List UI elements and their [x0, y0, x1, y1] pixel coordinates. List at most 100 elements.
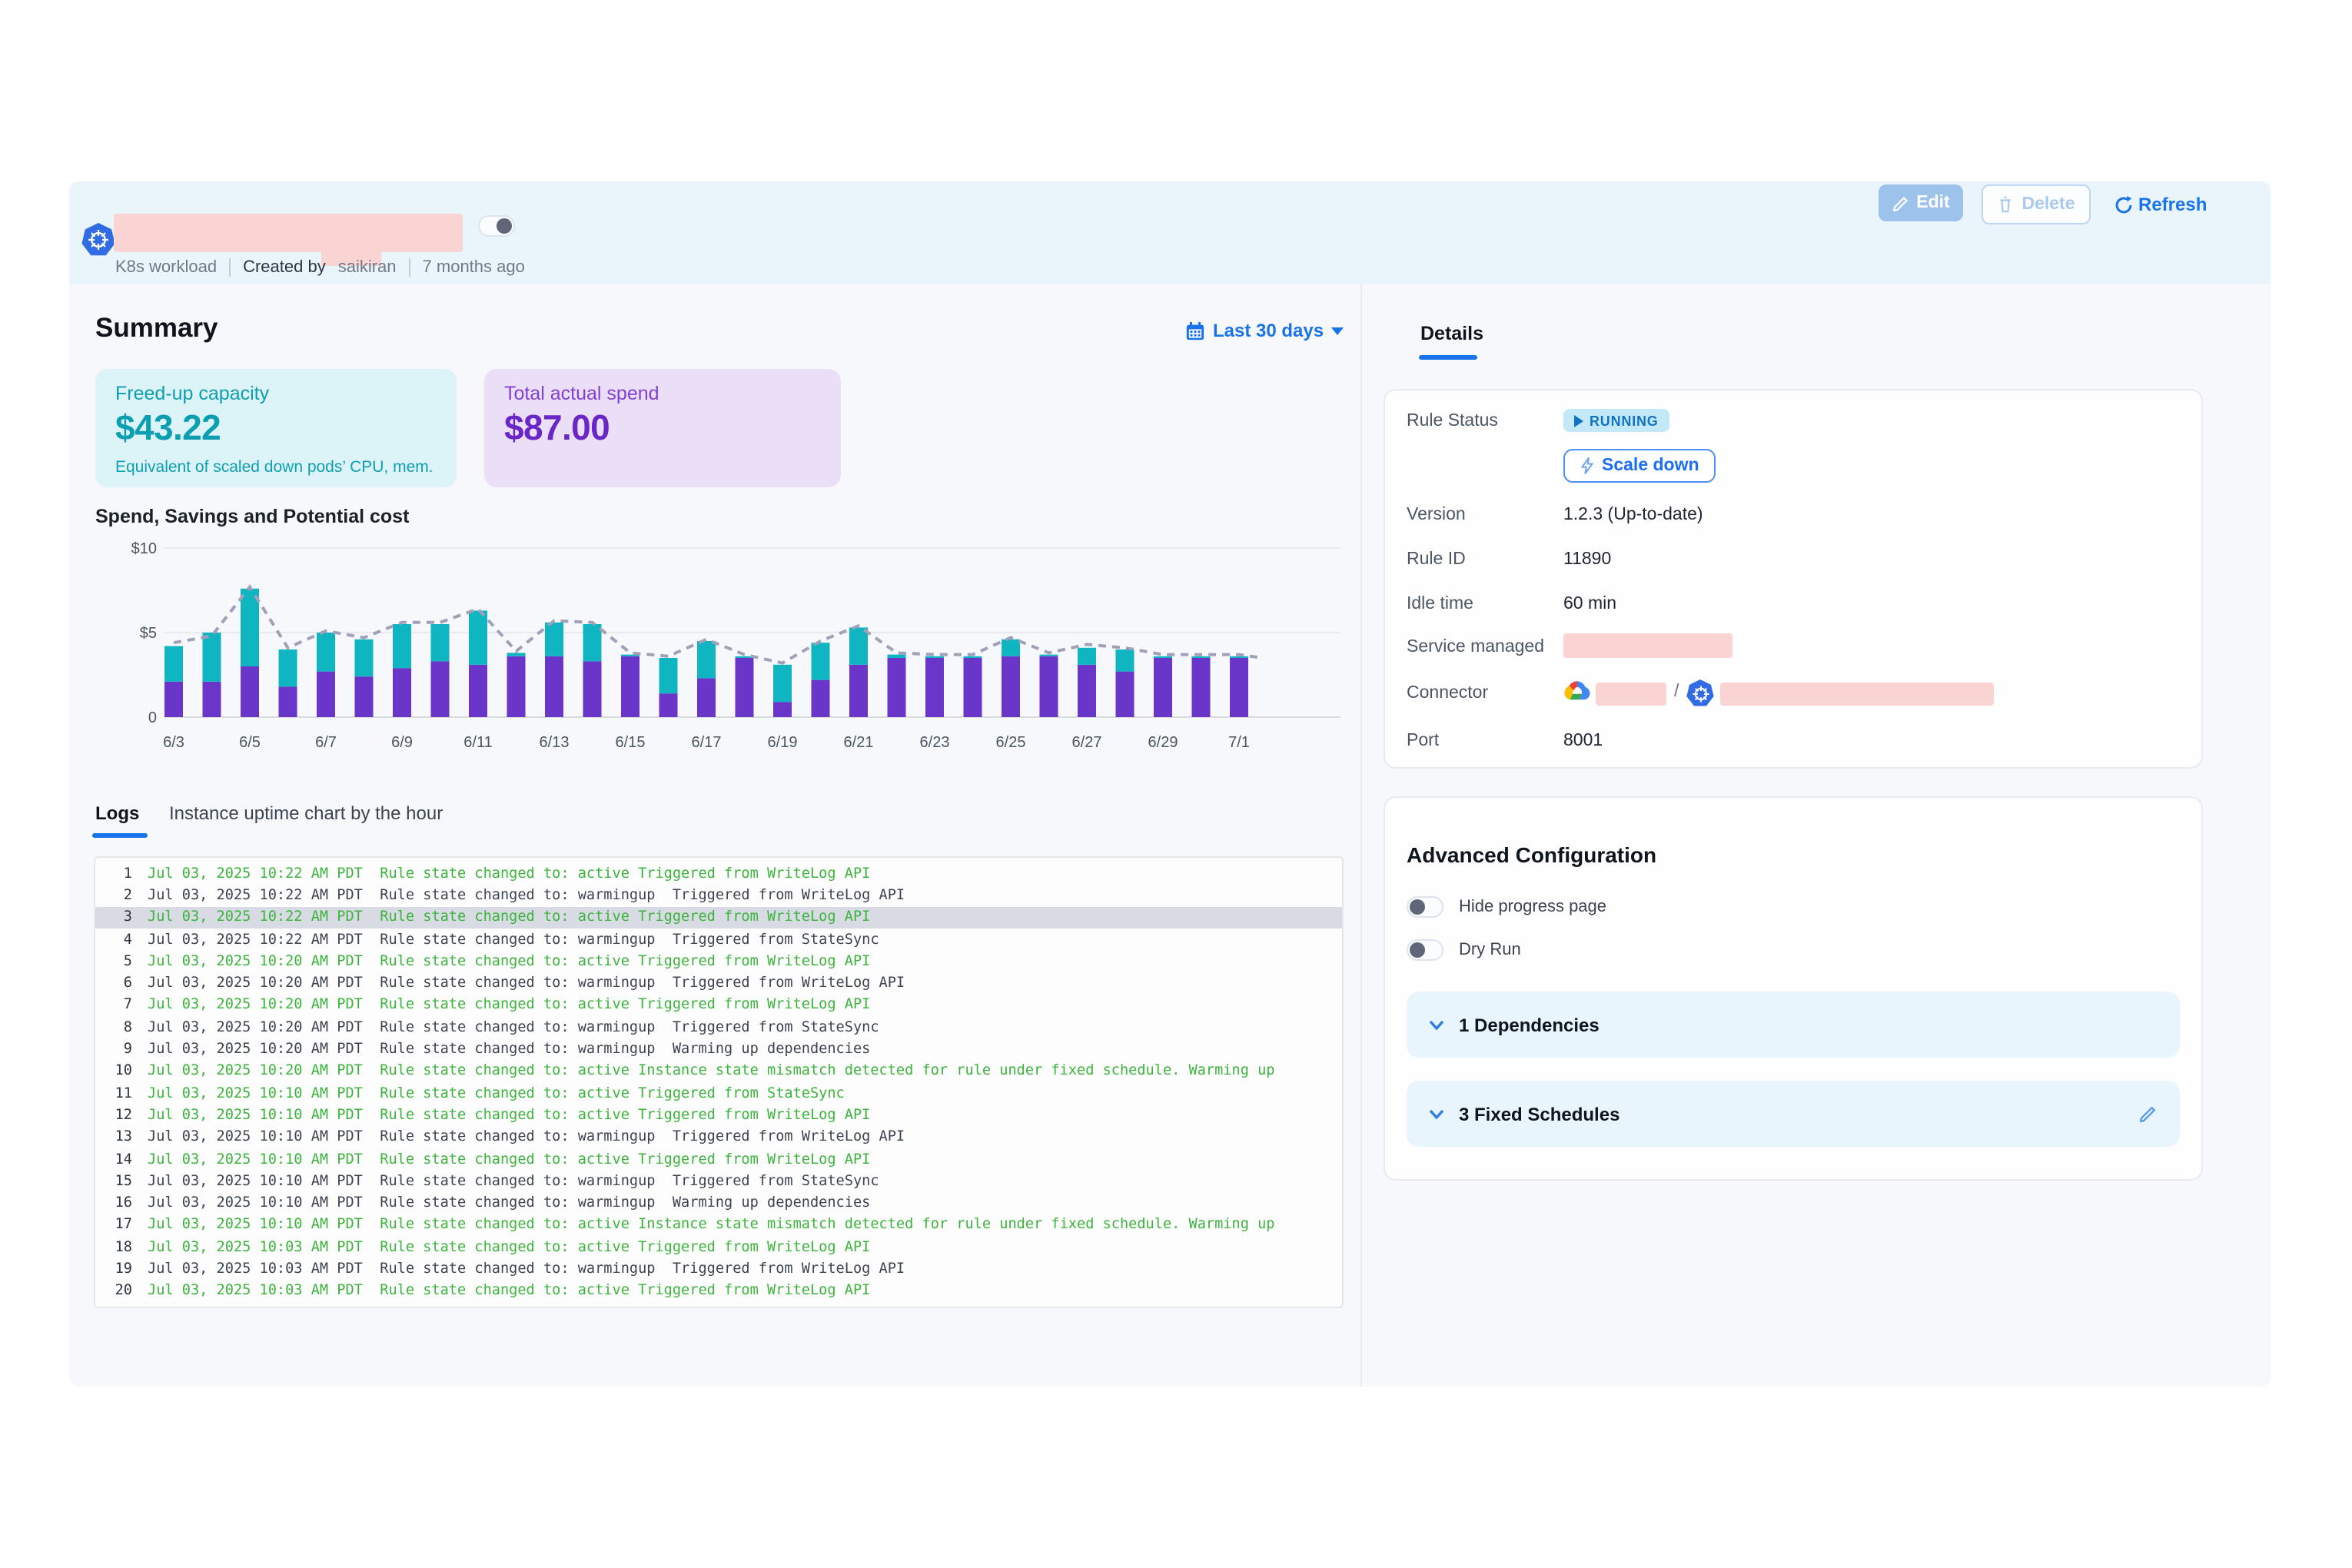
details-tab-indicator: [1419, 355, 1477, 360]
total-spend-card: Total actual spend $87.00: [484, 369, 841, 487]
log-row[interactable]: 18 Jul 03, 2025 10:03 AM PDT Rule state c…: [95, 1236, 1342, 1258]
meta-divider: [408, 258, 410, 277]
details-card: Rule Status RUNNING Scale down Version 1…: [1384, 389, 2203, 769]
log-line-number: 20: [115, 1282, 132, 1300]
log-message: Jul 03, 2025 10:10 AM PDT Rule state cha…: [148, 1194, 871, 1212]
workload-enabled-toggle[interactable]: [478, 215, 515, 237]
log-message: Jul 03, 2025 10:22 AM PDT Rule state cha…: [148, 886, 905, 904]
date-range-label: Last 30 days: [1213, 320, 1324, 341]
log-message: Jul 03, 2025 10:10 AM PDT Rule state cha…: [148, 1151, 871, 1168]
play-icon: [1574, 414, 1583, 427]
log-row[interactable]: 20 Jul 03, 2025 10:03 AM PDT Rule state c…: [95, 1280, 1342, 1302]
created-by-label: Created by: [243, 258, 326, 277]
spend-savings-chart: 0 $5 $10 6/3 6/5 6/7 6/9 6/11 6/13 6/15 6/17 6/19 6/…: [131, 540, 1340, 751]
port-label: Port: [1407, 732, 1440, 750]
log-message: Jul 03, 2025 10:03 AM PDT Rule state cha…: [148, 1282, 871, 1300]
log-message: Jul 03, 2025 10:22 AM PDT Rule state cha…: [148, 865, 871, 882]
workload-detail-page: K8s workload Created by saikiran 7 month…: [69, 181, 2271, 1387]
svg-text:6/13: 6/13: [540, 734, 570, 751]
log-message: Jul 03, 2025 10:10 AM PDT Rule state cha…: [148, 1085, 845, 1102]
log-message: Jul 03, 2025 10:10 AM PDT Rule state cha…: [148, 1106, 871, 1124]
chart-title: Spend, Savings and Potential cost: [95, 506, 410, 527]
lightning-icon: [1580, 457, 1594, 474]
refresh-button[interactable]: Refresh: [2114, 191, 2207, 218]
svg-text:6/9: 6/9: [391, 734, 413, 751]
tab-logs[interactable]: Logs: [95, 802, 140, 824]
log-line-number: 12: [115, 1106, 132, 1124]
log-message: Jul 03, 2025 10:20 AM PDT Rule state cha…: [148, 1062, 1275, 1080]
fixed-schedules-panel[interactable]: 3 Fixed Schedules: [1407, 1081, 2180, 1147]
logs-panel[interactable]: 1 Jul 03, 2025 10:22 AM PDT Rule state ch…: [94, 856, 1344, 1308]
log-line-number: 19: [115, 1261, 132, 1278]
connector-label: Connector: [1407, 684, 1489, 703]
tab-instance-uptime[interactable]: Instance uptime chart by the hour: [169, 802, 443, 824]
log-row[interactable]: 19 Jul 03, 2025 10:03 AM PDT Rule state c…: [95, 1258, 1342, 1281]
log-row[interactable]: 7 Jul 03, 2025 10:20 AM PDT Rule state ch…: [95, 995, 1342, 1017]
log-message: Jul 03, 2025 10:10 AM PDT Rule state cha…: [148, 1172, 879, 1190]
svg-text:7/1: 7/1: [1228, 734, 1250, 751]
log-row[interactable]: 13 Jul 03, 2025 10:10 AM PDT Rule state c…: [95, 1126, 1342, 1148]
log-row[interactable]: 5 Jul 03, 2025 10:20 AM PDT Rule state ch…: [95, 950, 1342, 972]
rule-id-label: Rule ID: [1407, 550, 1466, 569]
log-line-number: 2: [123, 886, 132, 904]
svg-text:0: 0: [148, 709, 157, 726]
connector-project-redacted: [1596, 683, 1666, 706]
dependencies-panel[interactable]: 1 Dependencies: [1407, 992, 2180, 1058]
log-row[interactable]: 16 Jul 03, 2025 10:10 AM PDT Rule state c…: [95, 1192, 1342, 1214]
log-message: Jul 03, 2025 10:20 AM PDT Rule state cha…: [148, 1018, 879, 1036]
connector-cluster-redacted: [1720, 683, 1994, 706]
calendar-icon: [1186, 321, 1204, 340]
dry-run-label: Dry Run: [1459, 941, 1521, 959]
capacity-card-value: $43.22: [115, 407, 221, 447]
svg-text:6/25: 6/25: [996, 734, 1026, 751]
svg-text:6/7: 6/7: [315, 734, 337, 751]
log-row[interactable]: 15 Jul 03, 2025 10:10 AM PDT Rule state c…: [95, 1170, 1342, 1192]
log-row[interactable]: 8 Jul 03, 2025 10:20 AM PDT Rule state ch…: [95, 1016, 1342, 1038]
log-row[interactable]: 10 Jul 03, 2025 10:20 AM PDT Rule state c…: [95, 1060, 1342, 1082]
log-message: Jul 03, 2025 10:03 AM PDT Rule state cha…: [148, 1238, 871, 1256]
log-line-number: 5: [123, 952, 132, 970]
log-line-number: 18: [115, 1238, 132, 1256]
date-range-filter[interactable]: Last 30 days: [1185, 320, 1344, 341]
log-row[interactable]: 11 Jul 03, 2025 10:10 AM PDT Rule state c…: [95, 1082, 1342, 1105]
log-line-number: 9: [123, 1041, 132, 1058]
trash-icon: [2001, 196, 2011, 213]
log-row[interactable]: 17 Jul 03, 2025 10:10 AM PDT Rule state c…: [95, 1214, 1342, 1237]
tab-details[interactable]: Details: [1420, 323, 1483, 344]
log-line-number: 7: [123, 996, 132, 1014]
panel-divider: [1360, 284, 1362, 1387]
delete-button[interactable]: Delete: [1982, 184, 2091, 224]
log-row[interactable]: 6 Jul 03, 2025 10:20 AM PDT Rule state ch…: [95, 972, 1342, 995]
edit-schedules-icon[interactable]: [2138, 1104, 2158, 1124]
kubernetes-icon: [1686, 679, 1714, 706]
created-by-user: saikiran: [337, 258, 397, 277]
active-tab-indicator: [92, 833, 148, 838]
scale-down-button[interactable]: Scale down: [1563, 449, 1716, 483]
chevron-down-icon: [1429, 1019, 1444, 1030]
log-line-number: 10: [115, 1062, 132, 1080]
edit-button[interactable]: Edit: [1879, 184, 1963, 221]
log-row[interactable]: 9 Jul 03, 2025 10:20 AM PDT Rule state ch…: [95, 1038, 1342, 1061]
version-label: Version: [1407, 506, 1466, 524]
log-message: Jul 03, 2025 10:20 AM PDT Rule state cha…: [148, 1041, 871, 1058]
advanced-configuration-card: Advanced Configuration Hide progress pag…: [1384, 796, 2203, 1181]
version-value: 1.2.3 (Up-to-date): [1563, 506, 1703, 524]
log-row[interactable]: 4 Jul 03, 2025 10:22 AM PDT Rule state ch…: [95, 929, 1342, 951]
port-value: 8001: [1563, 732, 1603, 750]
log-row[interactable]: 12 Jul 03, 2025 10:10 AM PDT Rule state c…: [95, 1105, 1342, 1127]
svg-text:6/27: 6/27: [1072, 734, 1102, 751]
svg-text:6/23: 6/23: [920, 734, 950, 751]
idle-time-value: 60 min: [1563, 595, 1617, 613]
log-row[interactable]: 14 Jul 03, 2025 10:10 AM PDT Rule state c…: [95, 1148, 1342, 1171]
hide-progress-row: Hide progress page: [1407, 896, 1606, 918]
hide-progress-toggle[interactable]: [1407, 896, 1443, 918]
log-line-number: 13: [115, 1128, 132, 1146]
svg-text:6/29: 6/29: [1148, 734, 1178, 751]
rule-status-label: Rule Status: [1407, 412, 1498, 430]
log-row[interactable]: 3 Jul 03, 2025 10:22 AM PDT Rule state ch…: [95, 906, 1342, 929]
created-ago: 7 months ago: [422, 258, 525, 277]
svg-text:6/17: 6/17: [692, 734, 722, 751]
log-row[interactable]: 2 Jul 03, 2025 10:22 AM PDT Rule state ch…: [95, 885, 1342, 907]
dry-run-toggle[interactable]: [1407, 939, 1443, 961]
log-row[interactable]: 1 Jul 03, 2025 10:22 AM PDT Rule state ch…: [95, 862, 1342, 885]
